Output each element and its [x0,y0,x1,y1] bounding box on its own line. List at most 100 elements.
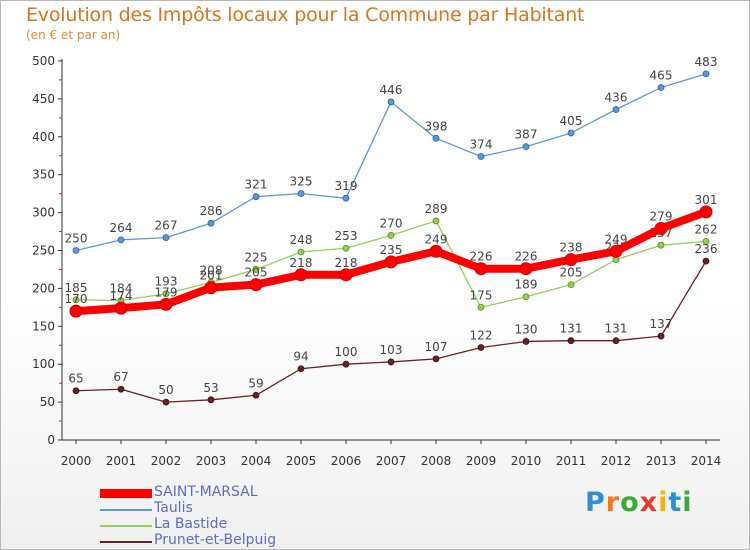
data-label-saint-marsal: 174 [110,289,133,303]
x-tick-label: 2001 [106,454,137,468]
data-label-taulis: 319 [335,179,358,193]
data-label-saint-marsal: 301 [695,193,718,207]
data-point-taulis [297,190,305,198]
data-point-saint-marsal [69,304,83,318]
logo-letter: P [585,487,606,518]
data-label-taulis: 250 [65,232,88,246]
chart-subtitle: (en € et par an) [26,28,121,42]
data-label-saint-marsal: 235 [380,243,403,257]
x-tick-label: 2012 [601,454,632,468]
logo-letter: t [668,487,683,518]
data-point-taulis [702,70,710,78]
data-point-saint-marsal [384,255,398,269]
x-tick-label: 2004 [241,454,272,468]
data-label-la-bastide: 184 [110,282,133,296]
data-point-prunet-et-belpuig [252,391,260,399]
data-label-la-bastide: 253 [335,229,358,243]
y-tick-label: 300 [32,206,55,220]
data-label-taulis: 286 [200,204,223,218]
data-label-taulis: 398 [425,119,448,133]
data-label-la-bastide: 270 [380,216,403,230]
y-tick-label: 50 [40,395,55,409]
data-label-saint-marsal: 249 [605,232,628,246]
data-point-taulis [252,193,260,201]
data-label-prunet-et-belpuig: 65 [68,372,83,386]
data-point-prunet-et-belpuig [297,365,305,373]
data-label-taulis: 465 [650,69,673,83]
data-label-saint-marsal: 205 [245,266,268,280]
data-label-prunet-et-belpuig: 103 [380,343,403,357]
legend-label: SAINT-MARSAL [154,484,258,500]
y-tick-label: 250 [32,244,55,258]
x-tick-label: 2011 [556,454,587,468]
data-point-prunet-et-belpuig [387,358,395,366]
data-label-la-bastide: 248 [290,233,313,247]
data-label-saint-marsal: 249 [425,232,448,246]
legend-label: Prunet-et-Belpuig [154,532,277,548]
x-tick-label: 2013 [646,454,677,468]
data-point-saint-marsal [159,297,173,311]
data-label-saint-marsal: 279 [650,210,673,224]
data-label-saint-marsal: 201 [200,269,223,283]
data-point-la-bastide [477,303,485,311]
y-tick-label: 150 [32,319,55,333]
x-tick-label: 2002 [151,454,182,468]
logo-letter: i [658,487,669,518]
data-label-la-bastide: 205 [560,266,583,280]
data-label-saint-marsal: 179 [155,285,178,299]
x-tick-label: 2006 [331,454,362,468]
logo-letter: o [620,487,640,518]
data-label-taulis: 405 [560,114,583,128]
data-label-saint-marsal: 238 [560,241,583,255]
data-label-prunet-et-belpuig: 137 [650,317,673,331]
data-point-saint-marsal [294,268,308,282]
data-point-prunet-et-belpuig [477,344,485,351]
data-point-la-bastide [522,293,530,301]
data-label-taulis: 267 [155,219,178,233]
x-tick-label: 2010 [511,454,542,468]
data-point-la-bastide [702,238,710,245]
data-label-prunet-et-belpuig: 59 [248,376,263,390]
data-point-la-bastide [252,266,260,273]
data-label-prunet-et-belpuig: 122 [470,329,493,343]
data-label-la-bastide: 208 [200,263,223,277]
legend-label: Taulis [154,500,193,516]
data-label-saint-marsal: 226 [470,250,493,264]
data-point-taulis [657,84,665,91]
data-point-saint-marsal [114,301,128,315]
data-label-la-bastide: 262 [695,222,718,236]
data-label-la-bastide: 225 [245,250,268,264]
data-label-la-bastide: 189 [515,278,538,292]
data-point-prunet-et-belpuig [342,360,350,368]
data-point-prunet-et-belpuig [657,332,665,340]
data-label-prunet-et-belpuig: 130 [515,322,538,336]
data-label-la-bastide: 193 [155,275,178,289]
data-point-saint-marsal [519,262,533,276]
data-label-la-bastide: 175 [470,288,493,302]
y-tick-label: 0 [47,433,55,447]
data-point-la-bastide [72,296,80,304]
data-point-prunet-et-belpuig [612,337,620,345]
data-label-prunet-et-belpuig: 131 [560,322,583,336]
data-point-saint-marsal [609,244,623,258]
data-point-taulis [387,98,395,106]
data-label-prunet-et-belpuig: 94 [293,350,308,364]
legend-swatch [100,525,152,527]
data-label-taulis: 446 [380,83,403,97]
data-point-taulis [72,247,80,254]
data-point-taulis [477,153,485,160]
data-label-la-bastide: 185 [65,281,88,295]
x-tick-label: 2009 [466,454,497,468]
x-tick-label: 2008 [421,454,452,468]
data-point-la-bastide [432,217,440,225]
data-point-prunet-et-belpuig [117,385,125,393]
x-tick-label: 2003 [196,454,227,468]
data-point-taulis [612,106,620,113]
y-tick-label: 350 [32,168,55,182]
data-point-prunet-et-belpuig [567,337,575,345]
y-tick-label: 200 [32,281,55,295]
data-label-taulis: 436 [605,91,628,105]
data-point-saint-marsal [564,253,578,267]
data-label-saint-marsal: 218 [290,256,313,270]
